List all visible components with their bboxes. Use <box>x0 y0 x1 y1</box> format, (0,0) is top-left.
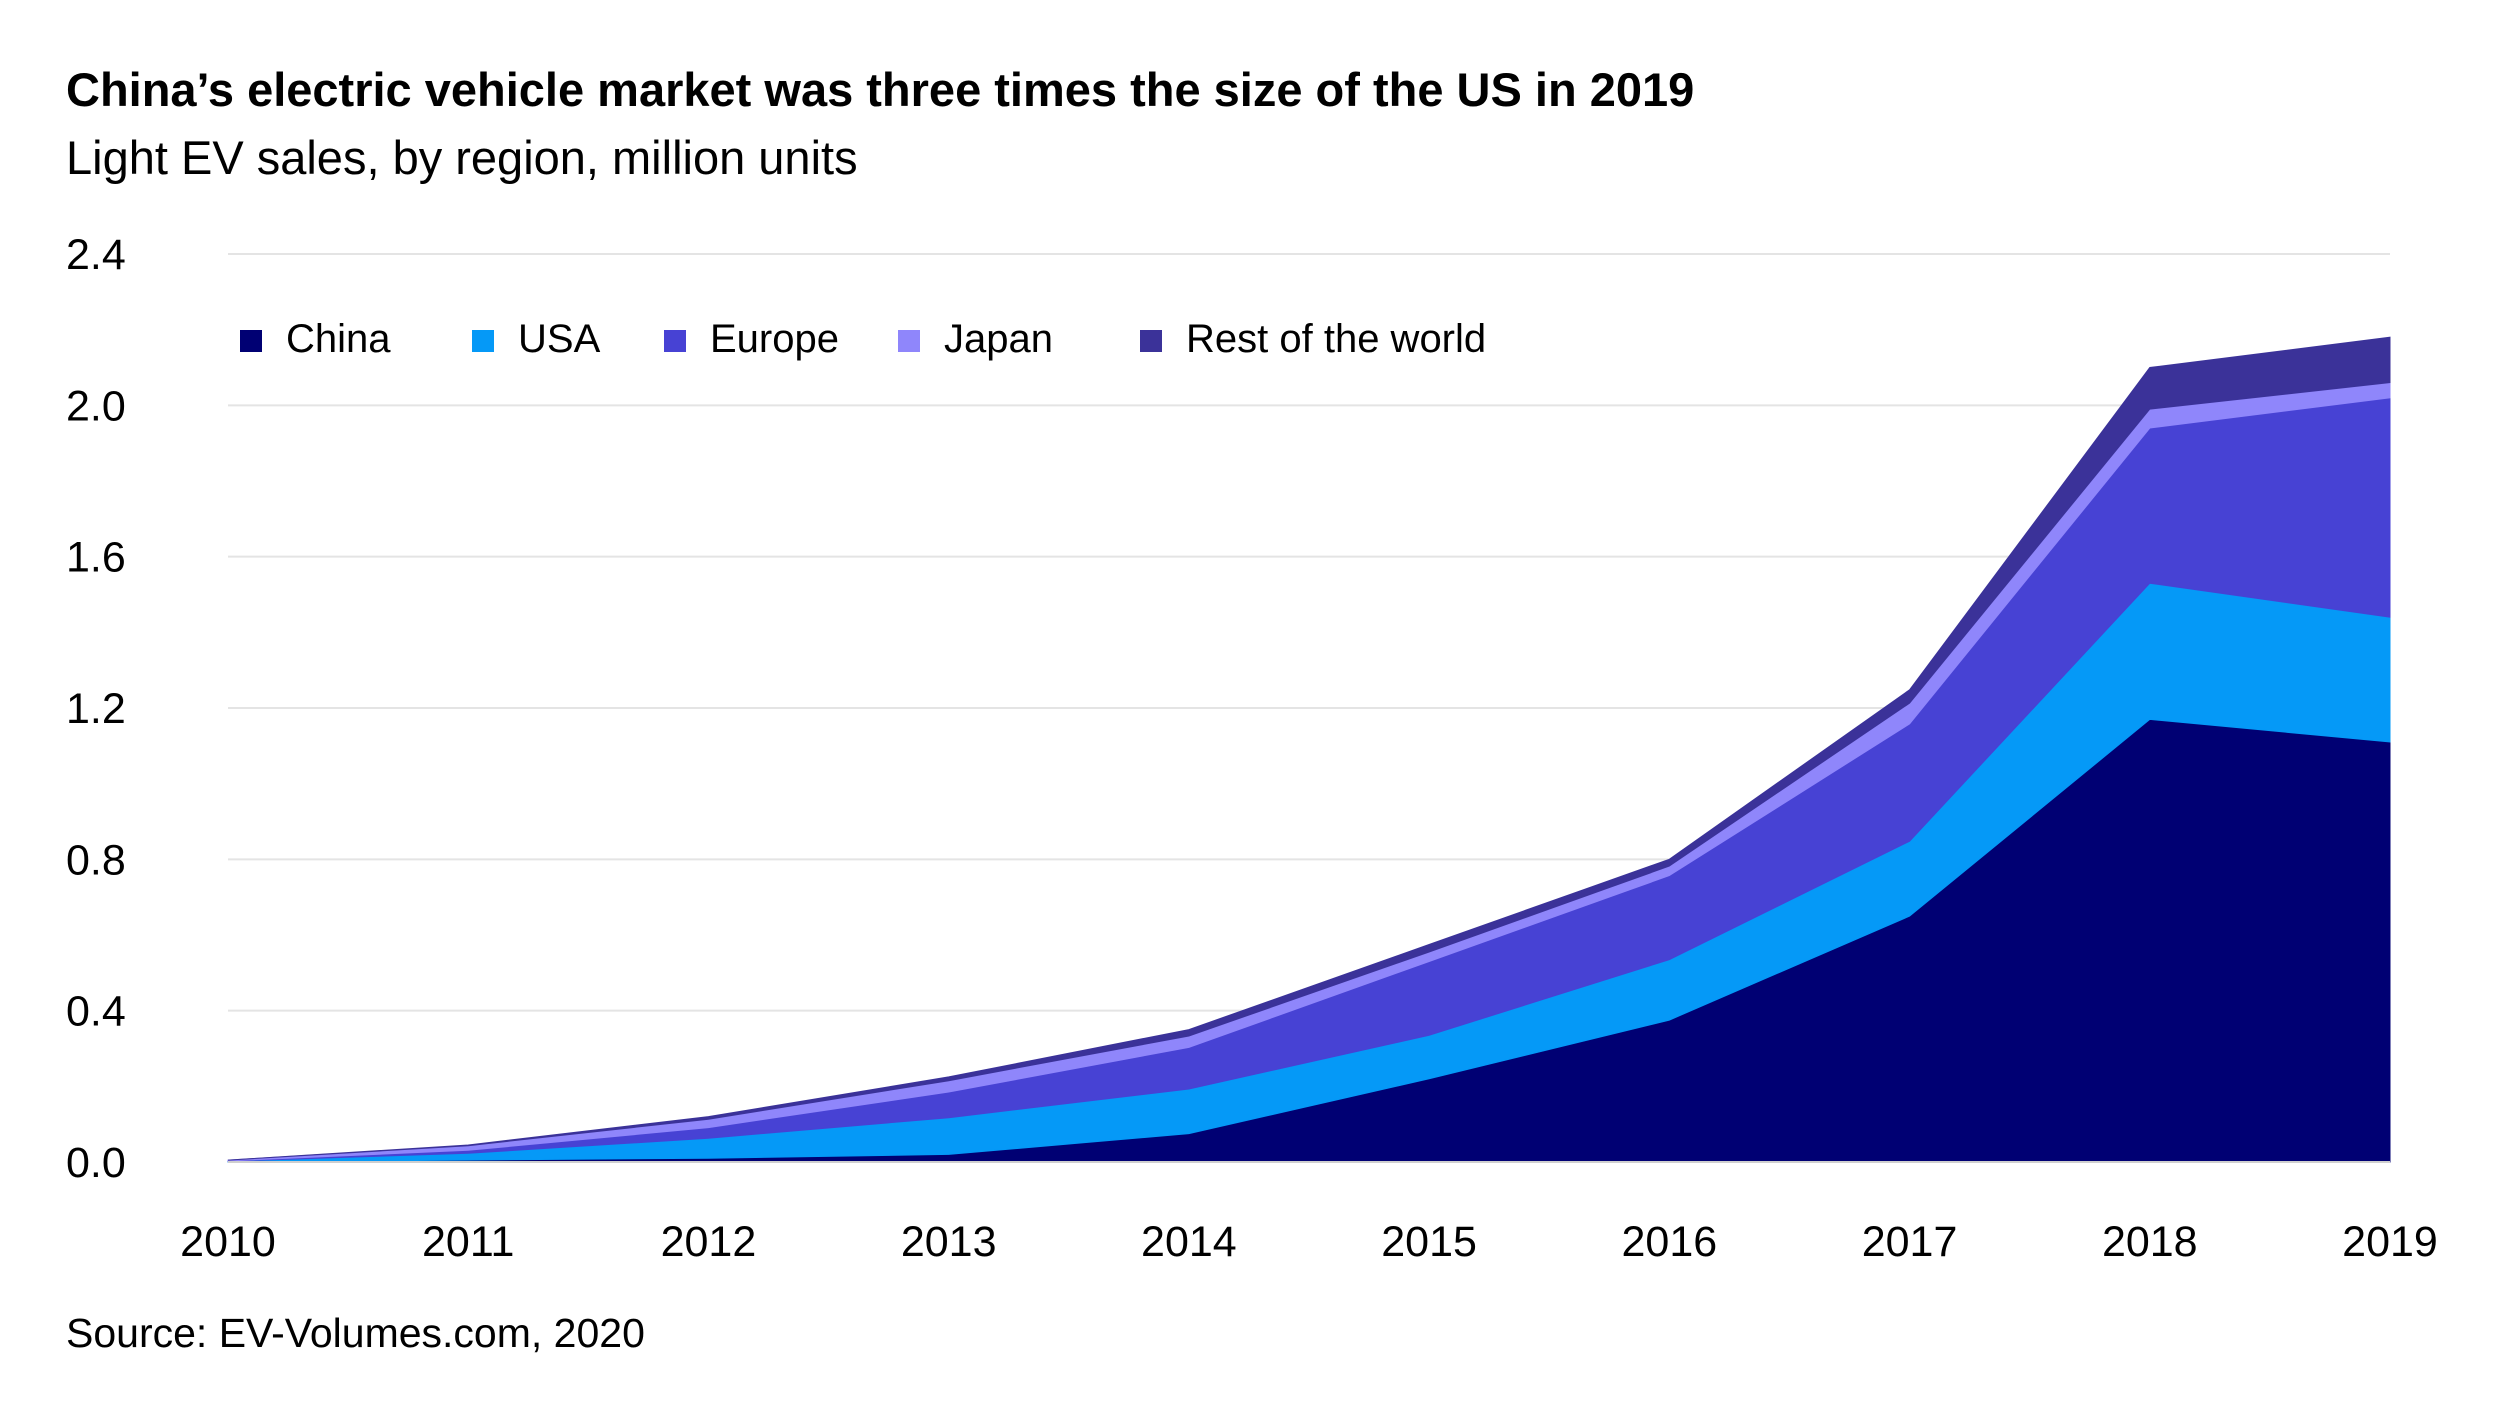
legend-label: China <box>286 317 391 361</box>
x-tick-label: 2013 <box>901 1218 997 1266</box>
y-tick-label: 0.0 <box>66 1139 126 1187</box>
legend-item-rest-of-the-world: Rest of the world <box>1140 317 1486 361</box>
chart-subtitle: Light EV sales, by region, million units <box>66 131 858 184</box>
y-tick-label: 1.6 <box>66 534 126 582</box>
x-axis: 2010 2011 2012 2013 2014 2015 2016 2017 2018 2019 <box>180 1218 2438 1266</box>
x-tick-label: 2012 <box>661 1218 757 1266</box>
source-note: Source: EV-Volumes.com, 2020 <box>66 1310 645 1356</box>
y-axis: 0.0 0.4 0.8 1.2 1.6 2.0 2.4 <box>66 231 126 1187</box>
legend-label: Rest of the world <box>1186 317 1486 361</box>
legend-swatch <box>1140 330 1162 352</box>
legend-label: Japan <box>944 317 1053 361</box>
legend-item-japan: Japan <box>898 317 1053 361</box>
legend-label: Europe <box>710 317 839 361</box>
y-tick-label: 2.4 <box>66 231 126 279</box>
x-tick-label: 2014 <box>1141 1218 1237 1266</box>
legend-item-europe: Europe <box>664 317 839 361</box>
x-tick-label: 2018 <box>2102 1218 2198 1266</box>
x-tick-label: 2019 <box>2342 1218 2438 1266</box>
x-tick-label: 2017 <box>1862 1218 1958 1266</box>
x-tick-label: 2011 <box>422 1218 514 1266</box>
legend-swatch <box>240 330 262 352</box>
legend-label: USA <box>518 317 601 361</box>
y-tick-label: 1.2 <box>66 685 126 733</box>
x-tick-label: 2016 <box>1621 1218 1717 1266</box>
legend-swatch <box>898 330 920 352</box>
legend-item-usa: USA <box>472 317 601 361</box>
y-tick-label: 0.4 <box>66 988 126 1036</box>
legend-swatch <box>472 330 494 352</box>
x-tick-label: 2015 <box>1381 1218 1477 1266</box>
legend-item-china: China <box>240 317 391 361</box>
legend-swatch <box>664 330 686 352</box>
y-tick-label: 2.0 <box>66 382 126 430</box>
chart-title: China’s electric vehicle market was thre… <box>66 63 1695 116</box>
x-tick-label: 2010 <box>180 1218 276 1266</box>
area-series-group <box>227 336 2391 1163</box>
area-rest-of-the-world <box>227 336 2391 1161</box>
y-tick-label: 0.8 <box>66 836 126 884</box>
legend: China USA Europe Japan Rest of the world <box>240 317 1486 361</box>
